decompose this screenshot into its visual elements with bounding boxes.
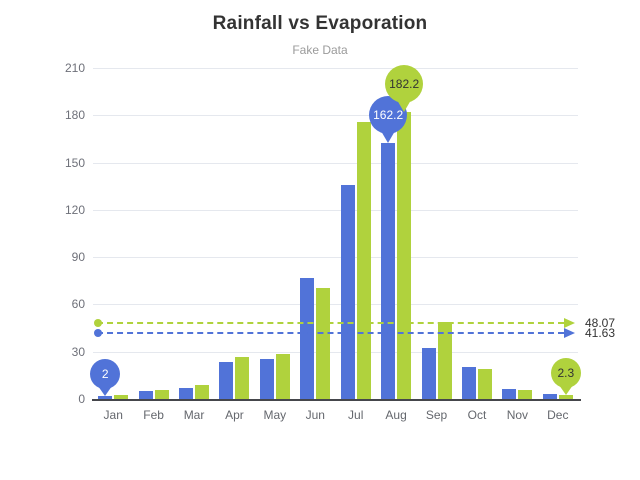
marker-pin-tail-max-rainfall [381, 131, 396, 144]
bar-rainfall-may[interactable] [259, 358, 274, 399]
y-axis-label-60: 60 [71, 297, 85, 312]
y-axis-label-30: 30 [71, 344, 85, 359]
bar-evaporation-nov[interactable] [518, 389, 533, 399]
x-axis-label-may: May [263, 408, 287, 422]
bar-evaporation-jul[interactable] [356, 122, 371, 399]
bar-rainfall-apr[interactable] [219, 362, 234, 399]
x-axis-label-apr: Apr [225, 408, 244, 422]
bar-rainfall-oct[interactable] [461, 367, 476, 399]
gridline-210 [93, 68, 578, 69]
y-axis-label-150: 150 [64, 155, 85, 170]
bar-rainfall-sep[interactable] [421, 347, 436, 399]
bar-rainfall-jul[interactable] [340, 185, 355, 399]
bar-evaporation-mar[interactable] [195, 384, 210, 399]
x-axis-line [92, 399, 581, 401]
x-axis-label-feb: Feb [143, 408, 164, 422]
x-axis-label-oct: Oct [467, 408, 487, 422]
bar-rainfall-dec[interactable] [542, 393, 557, 399]
y-axis-label-120: 120 [64, 202, 85, 217]
bar-evaporation-apr[interactable] [235, 357, 250, 399]
x-axis-label-nov: Nov [506, 408, 529, 422]
bar-evaporation-may[interactable] [275, 353, 290, 399]
marker-pin-max-rainfall: 162.2 [369, 96, 408, 135]
average-value-label-evaporation: 48.07 [585, 316, 616, 331]
chart-subtitle: Fake Data [292, 43, 348, 57]
gridline-180 [93, 115, 578, 117]
bar-rainfall-jun[interactable] [300, 278, 315, 399]
average-value-label-rainfall: 41.63 [585, 326, 616, 341]
x-axis-label-aug: Aug [385, 408, 407, 422]
x-axis-label-jul: Jul [348, 408, 364, 422]
plot-area: 0 30 60 90 120 150 180 210 Jan Feb Mar Apr May Jun Jul… [64, 61, 616, 422]
bar-rainfall-nov[interactable] [502, 388, 517, 399]
x-axis-label-sep: Sep [425, 408, 448, 422]
y-axis-label-0: 0 [78, 392, 85, 406]
average-line-start-dot-evaporation [94, 319, 102, 328]
x-axis-label-dec: Dec [547, 408, 569, 422]
x-axis-label-jan: Jan [103, 408, 123, 422]
chart-title: Rainfall vs Evaporation [212, 13, 428, 34]
average-line-start-dot-rainfall [94, 329, 102, 338]
bar-evaporation-dec[interactable] [558, 395, 573, 399]
marker-pin-max-evaporation: 182.2 [385, 64, 424, 103]
average-line-arrow-icon-evaporation [564, 318, 575, 329]
gridline-150 [93, 162, 578, 164]
x-axis-label-jun: Jun [305, 408, 325, 422]
y-axis-label-90: 90 [71, 250, 85, 265]
marker-pin-min-rainfall: 2 [90, 358, 121, 389]
average-line-rainfall [97, 332, 564, 335]
marker-pin-min-evaporation: 2.3 [550, 358, 581, 389]
x-axis-label-mar: Mar [183, 408, 205, 422]
bar-rainfall-mar[interactable] [179, 387, 194, 399]
bar-evaporation-aug[interactable] [397, 111, 412, 399]
y-axis-label-210: 210 [64, 61, 85, 75]
average-line-arrow-icon-rainfall [564, 328, 575, 339]
y-axis-label-180: 180 [64, 108, 85, 123]
marker-pin-tail-min-rainfall [98, 385, 113, 396]
bar-evaporation-jan[interactable] [114, 394, 129, 399]
bar-rainfall-feb[interactable] [138, 391, 153, 399]
bar-rainfall-jan[interactable] [98, 395, 113, 399]
bar-evaporation-oct[interactable] [477, 369, 492, 399]
bar-evaporation-sep[interactable] [437, 322, 452, 399]
marker-pin-tail-max-evaporation [397, 99, 412, 112]
marker-pin-tail-min-evaporation [558, 385, 573, 396]
average-line-evaporation [97, 322, 564, 325]
gridline-30 [93, 351, 578, 353]
gridline-90 [93, 257, 578, 259]
bar-evaporation-feb[interactable] [154, 389, 169, 399]
gridline-60 [93, 304, 578, 306]
bar-rainfall-aug[interactable] [381, 143, 396, 399]
bar-evaporation-jun[interactable] [316, 287, 331, 399]
gridline-120 [93, 209, 578, 211]
